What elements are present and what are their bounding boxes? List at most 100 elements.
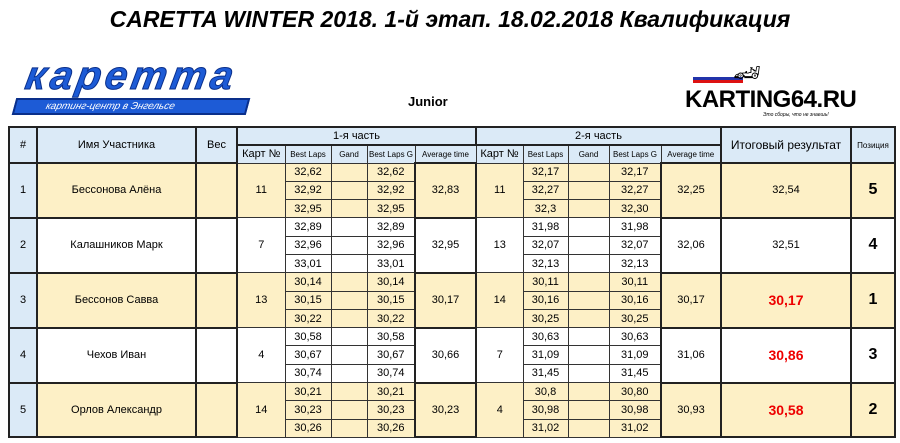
gand-1 — [330, 363, 368, 384]
best-lap-g-1: 32,96 — [366, 235, 416, 255]
kart-number-1: 11 — [236, 162, 286, 219]
best-lap-1: 32,95 — [284, 199, 332, 219]
best-lap-g-2: 32,27 — [608, 180, 662, 201]
gand-1 — [330, 217, 368, 237]
best-lap-1: 32,92 — [284, 180, 332, 201]
table-row: 30,26 30,26 31,02 31,02 — [9, 418, 895, 438]
header-gand-2: Gand — [567, 144, 610, 164]
best-lap-g-1: 32,89 — [366, 217, 416, 237]
gand-1 — [330, 382, 368, 402]
average-time-1: 30,17 — [414, 271, 477, 329]
header-kart-1: Карт № — [236, 144, 286, 164]
average-time-2: 32,25 — [660, 162, 722, 219]
table-row: 30,74 30,74 31,45 31,45 — [9, 363, 895, 384]
caretta-logo-subtitle: картинг-центр в Энгельсе — [11, 98, 251, 115]
final-result: 30,17 — [720, 271, 852, 329]
gand-1 — [330, 290, 368, 310]
weight — [195, 216, 238, 274]
best-lap-g-2: 32,13 — [608, 253, 662, 274]
gand-2 — [567, 382, 610, 402]
position: 5 — [850, 162, 896, 219]
weight — [195, 271, 238, 329]
table-row: 30,22 30,22 30,25 30,25 — [9, 308, 895, 329]
kart-number-1: 4 — [236, 327, 286, 384]
best-lap-2: 32,17 — [522, 162, 569, 182]
best-lap-g-1: 30,67 — [366, 345, 416, 365]
row-number: 5 — [8, 381, 38, 439]
final-result: 32,51 — [720, 216, 852, 274]
table-row: 3 Бессонов Савва 13 30,14 30,14 30,17 14 30,11 3… — [8, 271, 896, 329]
best-lap-2: 30,16 — [522, 290, 569, 310]
best-lap-g-1: 30,14 — [366, 272, 416, 292]
caretta-logo: карeтта картинг-центр в Энгельсе — [11, 54, 284, 115]
table-row: 4 Чехов Иван 4 30,58 30,58 30,66 7 30,63 30,63 31… — [8, 326, 896, 384]
best-lap-g-1: 30,58 — [366, 327, 416, 347]
weight — [195, 381, 238, 439]
kart-number-2: 13 — [475, 217, 524, 274]
karting64-slogan: Это сборы, что не знаешь! — [763, 112, 829, 118]
row-number: 3 — [8, 271, 38, 329]
table-row: 32,95 32,95 32,3 32,30 — [9, 199, 895, 219]
header-best-laps-1: Best Laps — [284, 144, 332, 164]
kart-number-1: 7 — [236, 217, 286, 274]
average-time-2: 30,93 — [660, 381, 722, 439]
best-lap-1: 30,14 — [284, 272, 332, 292]
page-title: CARETTA WINTER 2018. 1-й этап. 18.02.201… — [109, 6, 791, 32]
header-avg-1: Average time — [414, 144, 477, 164]
best-lap-g-2: 32,17 — [608, 162, 662, 182]
best-lap-g-2: 30,25 — [608, 308, 662, 329]
best-lap-g-1: 32,62 — [366, 162, 416, 182]
table-row: 5 Орлов Александр 14 30,21 30,21 30,23 4 30,8 30… — [8, 381, 896, 439]
best-lap-g-2: 30,63 — [608, 327, 662, 347]
gand-2 — [567, 180, 610, 201]
best-lap-g-1: 30,23 — [366, 400, 416, 420]
gand-2 — [567, 418, 610, 438]
gand-2 — [567, 345, 610, 365]
best-lap-g-1: 33,01 — [366, 253, 416, 274]
best-lap-g-2: 30,98 — [608, 400, 662, 420]
table-row: 2 Калашников Марк 7 32,89 32,89 32,95 13 31,98 3… — [8, 216, 896, 274]
best-lap-g-2: 30,16 — [608, 290, 662, 310]
table-row: 32,96 32,96 32,07 32,07 — [9, 235, 895, 255]
gand-2 — [567, 290, 610, 310]
best-lap-1: 33,01 — [284, 253, 332, 274]
weight — [195, 162, 238, 219]
gand-1 — [330, 199, 368, 219]
gand-1 — [330, 162, 368, 182]
participant-name: Калашников Марк — [36, 216, 197, 274]
gand-2 — [567, 400, 610, 420]
weight — [195, 326, 238, 384]
best-lap-2: 31,02 — [522, 418, 569, 438]
row-number: 1 — [8, 162, 38, 219]
average-time-1: 30,66 — [414, 326, 477, 384]
karting64-logo: 🏎 KARTING64.RU Это сборы, что не знаешь! — [683, 60, 893, 120]
gand-1 — [330, 253, 368, 274]
gand-1 — [330, 308, 368, 329]
best-lap-1: 30,21 — [284, 382, 332, 402]
position: 1 — [850, 271, 896, 329]
best-lap-g-2: 31,09 — [608, 345, 662, 365]
gand-1 — [330, 235, 368, 255]
gand-2 — [567, 235, 610, 255]
best-lap-2: 31,09 — [522, 345, 569, 365]
final-result: 32,54 — [720, 162, 852, 219]
best-lap-g-2: 31,98 — [608, 217, 662, 237]
best-lap-g-1: 30,15 — [366, 290, 416, 310]
average-time-2: 32,06 — [660, 216, 722, 274]
best-lap-1: 30,74 — [284, 363, 332, 384]
header-kart-2: Карт № — [475, 144, 524, 164]
participant-name: Чехов Иван — [36, 326, 197, 384]
best-lap-1: 32,96 — [284, 235, 332, 255]
average-time-2: 30,17 — [660, 271, 722, 329]
gand-2 — [567, 199, 610, 219]
kart-number-2: 14 — [475, 272, 524, 329]
table-row: 32,92 32,92 32,27 32,27 — [9, 180, 895, 201]
average-time-2: 31,06 — [660, 326, 722, 384]
best-lap-g-2: 32,30 — [608, 199, 662, 219]
gand-2 — [567, 363, 610, 384]
header-best-laps-g-2: Best Laps G — [608, 144, 662, 164]
header-best-laps-g-1: Best Laps G — [366, 144, 416, 164]
participant-name: Орлов Александр — [36, 381, 197, 439]
gand-2 — [567, 272, 610, 292]
best-lap-2: 32,3 — [522, 199, 569, 219]
